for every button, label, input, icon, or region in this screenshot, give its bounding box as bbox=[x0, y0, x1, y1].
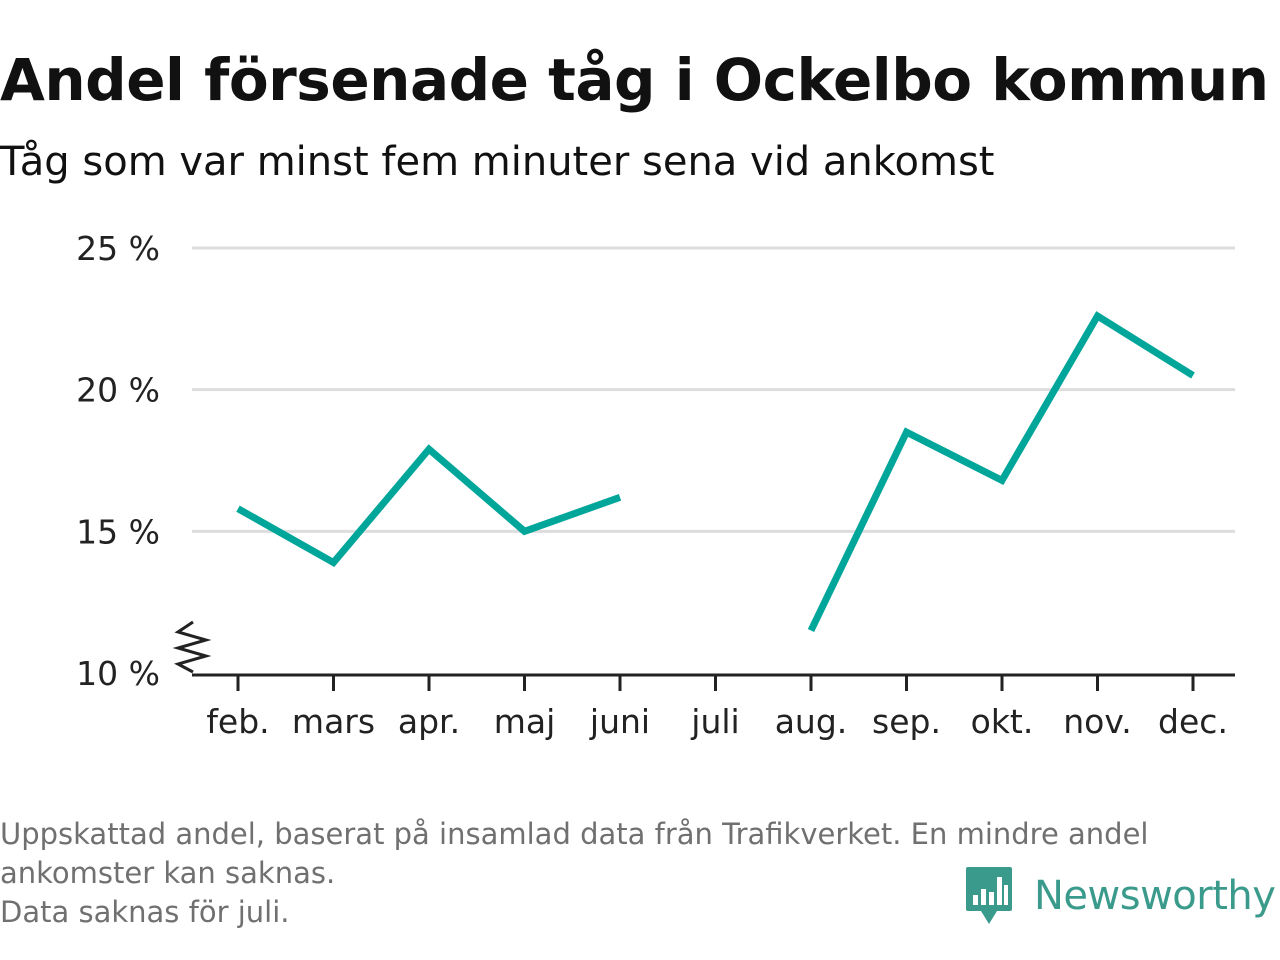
footnote-line-3: Data saknas för juli. bbox=[0, 895, 290, 929]
series-0-segment-1 bbox=[807, 311, 1195, 633]
x-tick-label-1: mars bbox=[292, 702, 375, 741]
series-0-segment-0 bbox=[236, 444, 622, 567]
y-tick-label-25: 25 % bbox=[76, 229, 160, 268]
footnote: Uppskattad andel, baserat på insamlad da… bbox=[0, 815, 1270, 932]
x-tick-label-8: okt. bbox=[971, 702, 1034, 741]
x-tick-label-7: sep. bbox=[872, 702, 941, 741]
footnote-line-2: ankomster kan saknas. bbox=[0, 856, 336, 890]
line-chart: 10 % 15 % 20 % 25 % feb. mars apr. maj juni juli a… bbox=[76, 229, 1235, 741]
y-tick-label-10: 10 % bbox=[76, 654, 160, 693]
x-tick-label-3: maj bbox=[494, 702, 556, 741]
x-tick-label-2: apr. bbox=[398, 702, 460, 741]
y-tick-label-15: 15 % bbox=[76, 512, 160, 551]
newsworthy-logo-icon bbox=[966, 867, 1012, 924]
y-tick-label-20: 20 % bbox=[76, 371, 160, 410]
brand-name: Newsworthy bbox=[1034, 873, 1276, 919]
x-tick-label-6: aug. bbox=[775, 702, 848, 741]
footnote-line-1: Uppskattad andel, baserat på insamlad da… bbox=[0, 817, 1149, 851]
x-tick-label-9: nov. bbox=[1063, 702, 1132, 741]
x-tick-label-0: feb. bbox=[206, 702, 269, 741]
chart-subtitle: Tåg som var minst fem minuter sena vid a… bbox=[0, 139, 995, 185]
axis-break-icon bbox=[172, 620, 212, 674]
x-tick-label-4: juni bbox=[589, 702, 650, 741]
x-tick-label-5: juli bbox=[690, 702, 739, 741]
x-tick-label-10: dec. bbox=[1158, 702, 1228, 741]
chart-title: Andel försenade tåg i Ockelbo kommun bbox=[0, 46, 1269, 114]
brand: Newsworthy bbox=[964, 864, 1276, 928]
